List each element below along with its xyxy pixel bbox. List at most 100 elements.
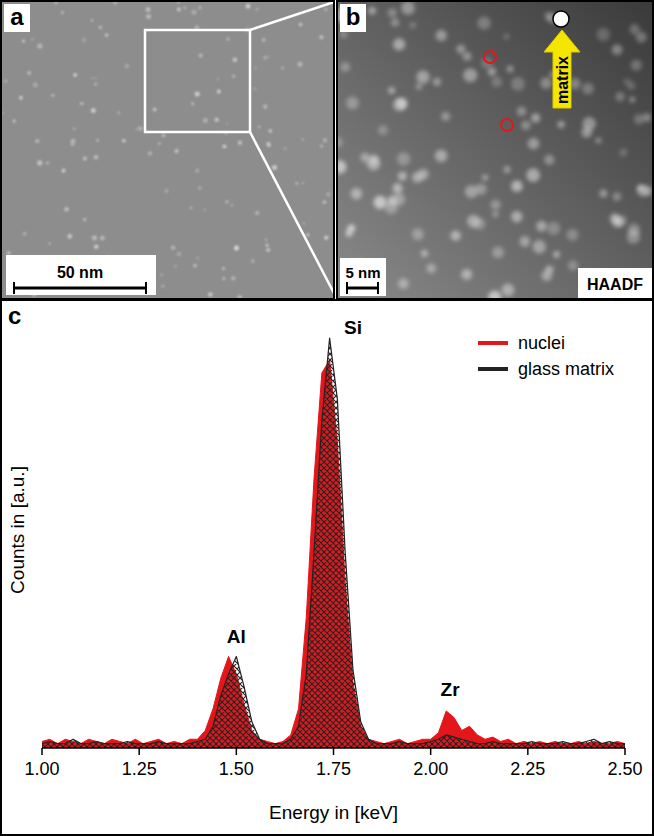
texture-dot (217, 78, 219, 80)
texture-blob (643, 113, 651, 121)
texture-blob (426, 264, 436, 274)
texture-dot (303, 223, 305, 225)
texture-dot (83, 218, 86, 221)
texture-dot (281, 67, 284, 70)
texture-dot (268, 129, 272, 133)
texture-dot (92, 77, 94, 79)
texture-dot (265, 238, 268, 241)
texture-dot (92, 235, 97, 240)
texture-dot (222, 277, 225, 280)
texture-blob (401, 1, 415, 15)
x-tick (236, 748, 238, 755)
texture-dot (255, 211, 259, 215)
texture-dot (177, 252, 181, 256)
texture-dot (265, 244, 268, 247)
peak-label: Zr (441, 679, 461, 700)
texture-dot (82, 38, 86, 42)
arrow (544, 30, 580, 108)
texture-dot (326, 192, 330, 196)
texture-dot (284, 147, 287, 150)
x-axis-title: Energy in [keV] (269, 802, 398, 823)
scale-bar-background (340, 258, 386, 296)
texture-dot (199, 54, 203, 58)
texture-dot (195, 169, 199, 173)
letter-background (340, 4, 366, 32)
texture-dot (198, 186, 202, 190)
peak-label: Si (344, 317, 362, 338)
texture-dot (46, 162, 49, 165)
texture-dot (222, 267, 225, 270)
x-tick-label: 1.75 (316, 759, 351, 779)
texture-blob (511, 180, 523, 192)
texture-blob (392, 183, 402, 193)
texture-dot (83, 157, 87, 161)
texture-dot (91, 108, 96, 113)
x-tick (527, 748, 529, 755)
texture-dot (177, 8, 181, 12)
texture-blob (643, 186, 653, 196)
texture-blob (613, 192, 622, 201)
texture-dot (71, 143, 74, 146)
texture-blob (463, 68, 477, 82)
texture-dot (263, 105, 267, 109)
texture-blob (416, 83, 423, 90)
texture-blob (340, 62, 350, 72)
texture-blob (492, 211, 498, 217)
texture-dot (122, 139, 126, 143)
texture-blob (504, 166, 511, 173)
panel-letter: b (346, 3, 361, 30)
texture-dot (174, 265, 177, 268)
scale-bar-label: 50 nm (57, 264, 103, 281)
texture-dot (73, 128, 76, 131)
texture-dot (51, 94, 54, 97)
texture-dot (302, 182, 304, 184)
texture-dot (302, 138, 304, 140)
texture-blob (582, 83, 594, 95)
texture-dot (33, 83, 38, 88)
texture-blob (627, 82, 635, 90)
texture-blob (346, 97, 359, 110)
x-tick (624, 748, 626, 755)
micrograph-a (1, 1, 333, 299)
texture-dot (7, 251, 10, 254)
x-tick-label: 1.50 (219, 759, 254, 779)
texture-dot (162, 134, 166, 138)
zoom-line (250, 1, 337, 30)
texture-dot (191, 102, 194, 105)
texture-blob (435, 149, 448, 162)
scale-bar-background (6, 255, 156, 295)
texture-dot (105, 33, 109, 37)
texture-dot (165, 189, 169, 193)
texture-dot (198, 6, 201, 9)
texture-blob (507, 66, 514, 73)
texture-dot (146, 7, 151, 12)
texture-blob (337, 160, 346, 173)
scale-bar (14, 287, 146, 290)
x-tick-label: 1.00 (24, 759, 59, 779)
texture-dot (234, 246, 239, 251)
texture-blob (526, 168, 540, 182)
image-background (1, 1, 333, 299)
texture-blob (544, 155, 554, 165)
texture-dot (190, 207, 192, 209)
texture-blob (491, 76, 502, 87)
texture-blob (474, 218, 485, 229)
panel-letter: c (8, 302, 21, 329)
texture-dot (48, 242, 50, 244)
texture-dot (254, 87, 257, 90)
texture-dot (196, 257, 199, 260)
texture-blob (488, 68, 497, 77)
texture-dot (100, 236, 105, 241)
texture-dot (94, 155, 98, 159)
texture-dot (296, 182, 299, 185)
texture-blob (488, 291, 501, 300)
texture-blob (568, 261, 578, 271)
texture-dot (28, 71, 31, 74)
texture-dot (37, 160, 42, 165)
texture-dot (226, 122, 228, 124)
texture-blob (388, 87, 395, 94)
texture-dot (91, 19, 93, 21)
texture-dot (183, 6, 186, 9)
texture-dot (67, 234, 72, 239)
texture-dot (73, 73, 77, 77)
